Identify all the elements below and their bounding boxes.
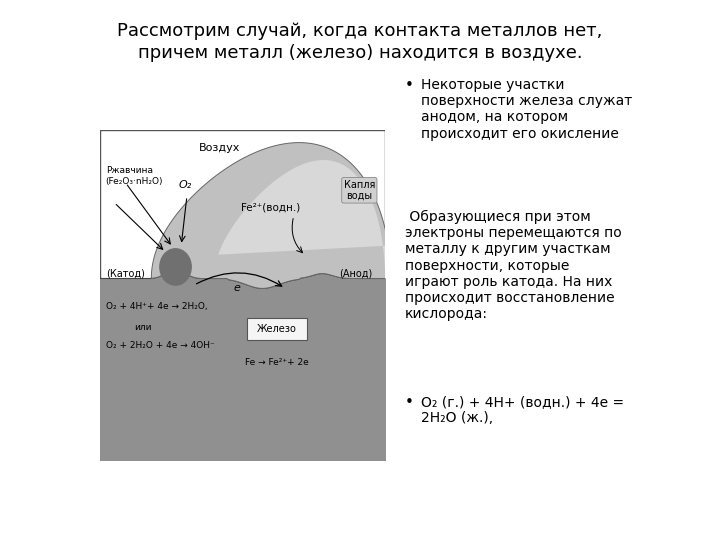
Text: •: • xyxy=(405,395,414,410)
Text: O₂ + 4H⁺+ 4e → 2H₂O,: O₂ + 4H⁺+ 4e → 2H₂O, xyxy=(106,302,207,310)
Text: Ржавчина
(Fe₂O₃·nH₂O): Ржавчина (Fe₂O₃·nH₂O) xyxy=(106,166,163,186)
Text: Воздух: Воздух xyxy=(199,143,240,153)
Text: Образующиеся при этом
электроны перемещаются по
металлу к другим участкам
поверх: Образующиеся при этом электроны перемеща… xyxy=(405,210,622,321)
Polygon shape xyxy=(218,160,391,269)
Text: (Катод): (Катод) xyxy=(106,268,145,279)
Text: Некоторые участки
поверхности железа служат
анодом, на котором
происходит его ок: Некоторые участки поверхности железа слу… xyxy=(421,78,632,140)
Text: O₂ + 2H₂O + 4e → 4OH⁻: O₂ + 2H₂O + 4e → 4OH⁻ xyxy=(106,341,215,350)
Text: (Анод): (Анод) xyxy=(339,268,373,279)
Text: Капля
воды: Капля воды xyxy=(343,179,375,201)
Text: e: e xyxy=(233,284,240,293)
Text: Fe → Fe²⁺+ 2e: Fe → Fe²⁺+ 2e xyxy=(246,357,309,367)
Circle shape xyxy=(160,249,192,285)
Text: O₂: O₂ xyxy=(179,179,192,190)
Polygon shape xyxy=(151,143,391,288)
Text: •: • xyxy=(405,78,414,93)
Text: О₂ (г.) + 4H+ (водн.) + 4e =
2H₂O (ж.),: О₂ (г.) + 4H+ (водн.) + 4e = 2H₂O (ж.), xyxy=(421,395,624,425)
Text: или: или xyxy=(134,323,151,332)
Text: Fe²⁺(водн.): Fe²⁺(водн.) xyxy=(241,202,301,213)
Text: Рассмотрим случай, когда контакта металлов нет,: Рассмотрим случай, когда контакта металл… xyxy=(117,22,603,40)
Text: Железо: Железо xyxy=(257,324,297,334)
FancyBboxPatch shape xyxy=(247,318,307,340)
Text: причем металл (железо) находится в воздухе.: причем металл (железо) находится в возду… xyxy=(138,44,582,62)
